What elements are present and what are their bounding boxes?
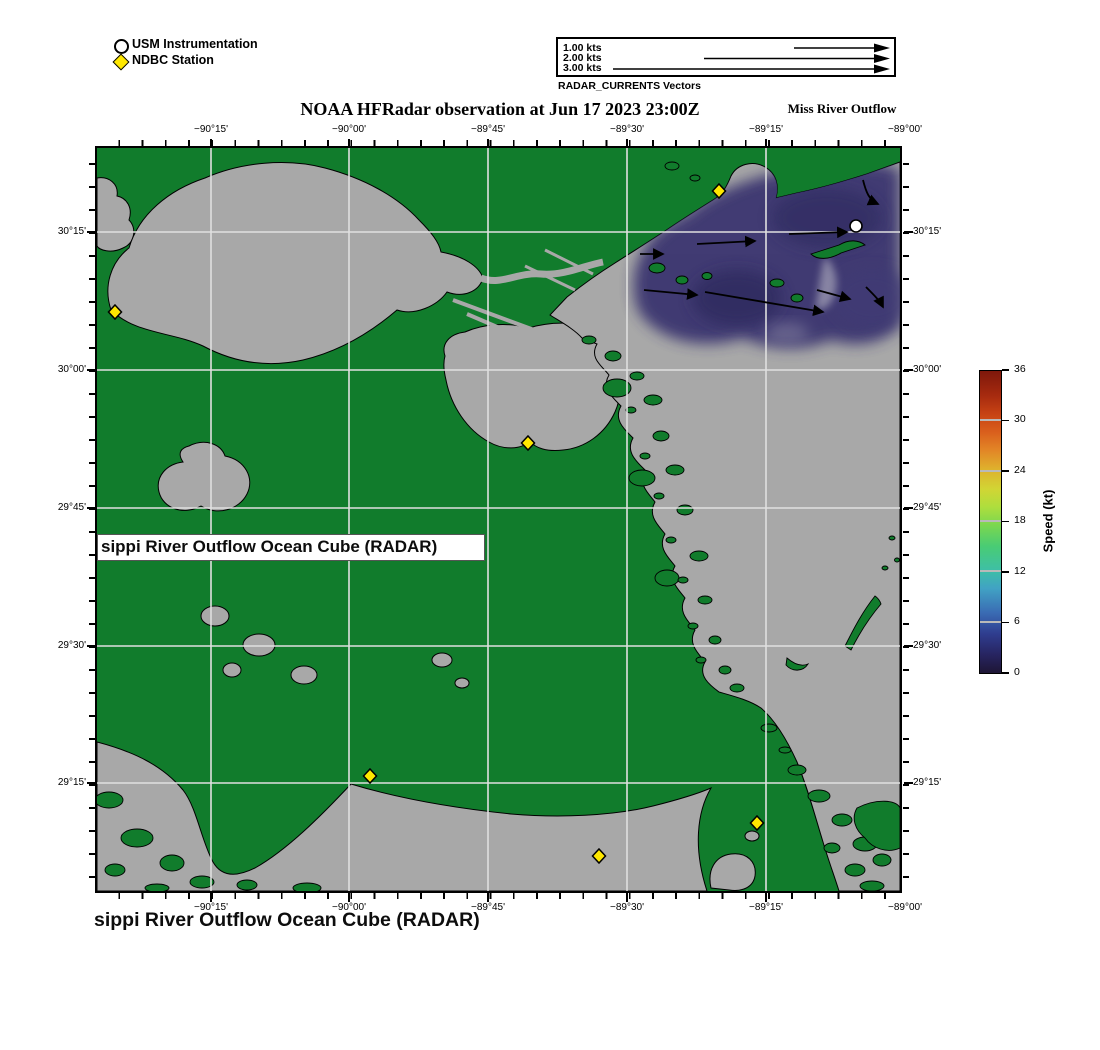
page-title: NOAA HFRadar observation at Jun 17 2023 …: [300, 99, 700, 119]
major-tick: [904, 782, 913, 784]
major-tick: [87, 782, 96, 784]
colorbar-gridline: [980, 470, 1001, 472]
major-tick: [348, 139, 350, 148]
colorbar-title: Speed (kt): [1040, 489, 1056, 553]
major-tick: [210, 893, 212, 902]
legend-usm-label: USM Instrumentation: [132, 37, 258, 51]
top-axis-ticks: [97, 140, 900, 146]
major-tick: [765, 139, 767, 148]
major-tick: [87, 645, 96, 647]
usm-station-marker: [849, 219, 863, 233]
major-tick: [487, 139, 489, 148]
axis-label: 29°15': [57, 777, 86, 788]
major-tick: [626, 893, 628, 902]
colorbar-tick-label: 36: [1014, 363, 1026, 375]
axis-label: 29°30': [57, 640, 86, 651]
major-tick: [348, 893, 350, 902]
major-tick: [904, 231, 913, 233]
vector-scale-3kt: 3.00 kts: [563, 62, 602, 74]
axis-label: −89°15': [749, 902, 783, 913]
major-tick: [210, 139, 212, 148]
major-tick: [765, 893, 767, 902]
usm-circle-icon: [114, 39, 129, 54]
colorbar-gridline: [980, 621, 1001, 623]
colorbar-tick: [1002, 621, 1009, 624]
colorbar-tick-label: 24: [1014, 464, 1026, 476]
axis-label: −89°45': [471, 124, 505, 135]
bottom-axis-ticks: [97, 893, 900, 899]
axis-label: −90°15': [194, 902, 228, 913]
major-tick: [87, 507, 96, 509]
ndbc-station-markers: [107, 182, 765, 865]
map-graphic: [94, 148, 901, 894]
colorbar-tick-label: 0: [1014, 666, 1020, 678]
vector-scale-2kt: 2.00 kts: [563, 52, 602, 64]
colorbar-gridline: [980, 570, 1001, 572]
vector-scale-1kt: 1.00 kts: [563, 42, 602, 54]
axis-label: −90°00': [332, 124, 366, 135]
overlay-label-text: sippi River Outflow Ocean Cube (RADAR): [101, 537, 438, 556]
region-title: Miss River Outflow: [787, 101, 897, 116]
colorbar-tick: [1002, 369, 1009, 371]
bottom-overlay-label: sippi River Outflow Ocean Cube (RADAR): [94, 909, 480, 931]
colorbar-tick-label: 18: [1014, 514, 1026, 526]
axis-label: 29°45': [913, 502, 942, 513]
axis-label: 30°00': [913, 364, 942, 375]
colorbar-tick: [1002, 470, 1009, 472]
axis-label: −90°00': [332, 902, 366, 913]
colorbar-tick: [1002, 571, 1009, 573]
gridlines: [97, 148, 900, 891]
axis-label: −89°15': [749, 124, 783, 135]
axis-label: 29°30': [913, 640, 942, 651]
axis-label: −89°30': [610, 124, 644, 135]
colorbar-tick: [1002, 672, 1009, 674]
axis-label: 30°15': [913, 226, 942, 237]
major-tick: [904, 369, 913, 371]
colorbar-tick-label: 30: [1014, 413, 1026, 425]
colorbar-gridline: [980, 419, 1001, 421]
current-vector-arrows: [640, 179, 884, 317]
legend-ndbc-label: NDBC Station: [132, 53, 214, 67]
right-axis-ticks: [903, 148, 909, 891]
axis-label: 30°00': [57, 364, 86, 375]
major-tick: [87, 369, 96, 371]
colorbar-tick: [1002, 419, 1009, 422]
ndbc-diamond-icon: [112, 53, 130, 71]
major-tick: [904, 645, 913, 647]
major-tick: [87, 231, 96, 233]
overlay-label-box: sippi River Outflow Ocean Cube (RADAR): [97, 534, 485, 561]
colorbar-tick-label: 6: [1014, 615, 1020, 627]
major-tick: [904, 507, 913, 509]
axis-label: −89°45': [471, 902, 505, 913]
colorbar-gridline: [980, 520, 1001, 522]
axis-label: −90°15': [194, 124, 228, 135]
islands: [94, 161, 901, 894]
vector-scale-caption: RADAR_CURRENTS Vectors: [558, 80, 701, 92]
tidal-channels: [452, 248, 604, 346]
colorbar-tick: [1002, 520, 1009, 523]
vector-scale-arrows: [613, 43, 890, 74]
major-tick: [626, 139, 628, 148]
axis-label: 30°15': [57, 226, 86, 237]
axis-label: −89°00': [888, 124, 922, 135]
axis-label: −89°00': [888, 902, 922, 913]
axis-label: −89°30': [610, 902, 644, 913]
vector-scale-box: 1.00 kts 2.00 kts 3.00 kts: [556, 37, 896, 77]
colorbar-tick-label: 12: [1014, 565, 1026, 577]
left-axis-ticks: [89, 148, 95, 891]
axis-label: 29°15': [913, 777, 942, 788]
axis-label: 29°45': [57, 502, 86, 513]
map-canvas: [94, 146, 902, 894]
speed-colorbar: [979, 370, 1002, 674]
major-tick: [487, 893, 489, 902]
